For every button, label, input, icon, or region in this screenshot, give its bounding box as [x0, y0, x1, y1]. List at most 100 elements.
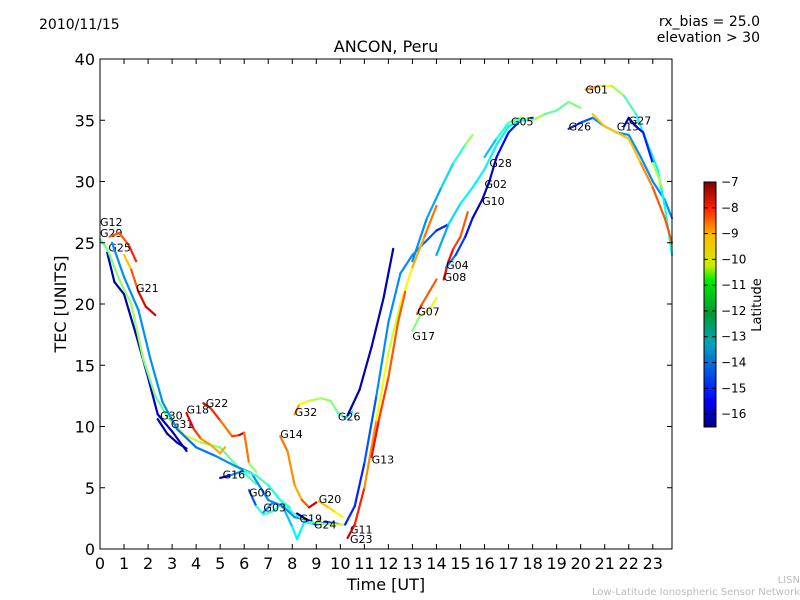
series-segment — [370, 296, 385, 348]
series-segment — [483, 143, 498, 171]
series-segment — [108, 231, 121, 238]
series-segment — [584, 84, 601, 91]
series-g30: G30 — [110, 241, 313, 522]
series-segment — [603, 125, 618, 134]
x-tick-label: 9 — [311, 554, 321, 573]
x-tick-label: 13 — [402, 554, 422, 573]
series-segment — [627, 116, 638, 128]
series-segment — [295, 512, 308, 521]
series-segment — [396, 290, 407, 324]
series-segment — [247, 489, 258, 508]
series-segment — [175, 427, 198, 449]
colorbar-ticks: −7 −8 −9 −10 −11 −12 −13 −14 −15 −16 — [704, 175, 746, 421]
x-tick-label: 5 — [215, 554, 225, 573]
satellite-label: G14 — [280, 428, 303, 441]
satellite-label: G13 — [372, 454, 395, 467]
series-segment — [195, 446, 217, 457]
x-tick-label: 19 — [546, 554, 566, 573]
series-segment — [192, 427, 203, 440]
series-segment — [353, 462, 366, 508]
series-segment — [293, 484, 303, 502]
series-segment — [161, 400, 179, 431]
series-segment — [122, 293, 138, 336]
series-segment — [271, 501, 284, 508]
series-segment — [610, 84, 626, 97]
colorbar-tick-label: −13 — [721, 330, 746, 344]
series-segment — [411, 217, 428, 263]
series-segment — [435, 223, 450, 232]
satellite-label: G30 — [160, 409, 183, 422]
x-tick-label: 10 — [330, 554, 350, 573]
series-segment — [656, 168, 666, 208]
x-tick-label: 11 — [354, 554, 374, 573]
series-segment — [291, 511, 303, 520]
series-segment — [209, 443, 222, 455]
satellite-label: G20 — [319, 493, 342, 506]
series-segment — [199, 437, 212, 446]
series-segment — [127, 244, 138, 263]
series-segment — [507, 116, 522, 124]
series-g24: G24 — [307, 519, 347, 532]
series-segment — [420, 290, 431, 306]
satellite-label: G31 — [171, 418, 194, 431]
series-segment — [255, 474, 270, 487]
series-segment — [271, 501, 284, 513]
series-segment — [320, 397, 332, 402]
series-segment — [627, 137, 642, 165]
series-segment — [615, 131, 630, 140]
series-segment — [231, 433, 241, 438]
series-segment — [663, 217, 674, 244]
series-segment — [387, 272, 402, 324]
colorbar-tick-label: −8 — [721, 201, 739, 215]
satellite-label: G10 — [482, 195, 505, 208]
series-segment — [156, 418, 169, 435]
satellite-label: G07 — [417, 305, 440, 318]
colorbar-tick-label: −14 — [721, 356, 746, 370]
series-g01: G01 — [584, 84, 674, 257]
y-tick-label: 35 — [75, 111, 95, 130]
series-segment — [464, 133, 474, 146]
series-segment — [327, 506, 337, 514]
series-segment — [382, 247, 395, 299]
x-tick-label: 17 — [498, 554, 518, 573]
series-segment — [416, 302, 424, 315]
series-segment — [255, 505, 265, 516]
series-segment — [627, 133, 642, 159]
series-segment — [295, 520, 306, 541]
series-segment — [634, 125, 645, 134]
x-tick-label: 8 — [287, 554, 297, 573]
series-segment — [122, 253, 133, 271]
series-segment — [156, 413, 174, 433]
y-tick-label: 5 — [85, 479, 95, 498]
series-segment — [202, 402, 212, 410]
satellite-label: G05 — [511, 115, 534, 128]
series-segment — [346, 523, 356, 540]
series-segment — [377, 376, 390, 422]
axis-layer: 0 1 2 3 4 5 6 7 8 9 10 11 12 13 14 15 16 17 18 19 20 21 22 2305… — [75, 50, 672, 573]
series-segment — [298, 399, 311, 406]
x-tick-label: 18 — [522, 554, 542, 573]
series-segment — [317, 500, 330, 509]
series-g14: G14 — [279, 428, 318, 509]
y-tick-label: 25 — [75, 234, 95, 253]
series-segment — [118, 231, 130, 247]
series-segment — [591, 113, 606, 128]
x-tick-label: 3 — [167, 554, 177, 573]
series-g23: G23 — [346, 204, 438, 546]
satellite-label: G24 — [314, 519, 337, 532]
satellite-label: G16 — [223, 468, 246, 481]
x-tick-label: 6 — [239, 554, 249, 573]
series-g05: G05 — [483, 100, 582, 159]
satellite-label: G04 — [446, 259, 469, 272]
series-segment — [214, 454, 236, 467]
y-tick-label: 10 — [75, 418, 95, 437]
series-segment — [459, 211, 469, 238]
series-segment — [144, 305, 157, 317]
series-g31: G31 — [156, 418, 194, 450]
series-segment — [375, 351, 390, 422]
series-segment — [130, 268, 140, 293]
series-g03: G03 — [262, 501, 318, 541]
series-layer: G12G29G25G21G30G31G18G22G16G06G03G14G32G… — [98, 84, 674, 546]
series-segment — [567, 100, 582, 110]
